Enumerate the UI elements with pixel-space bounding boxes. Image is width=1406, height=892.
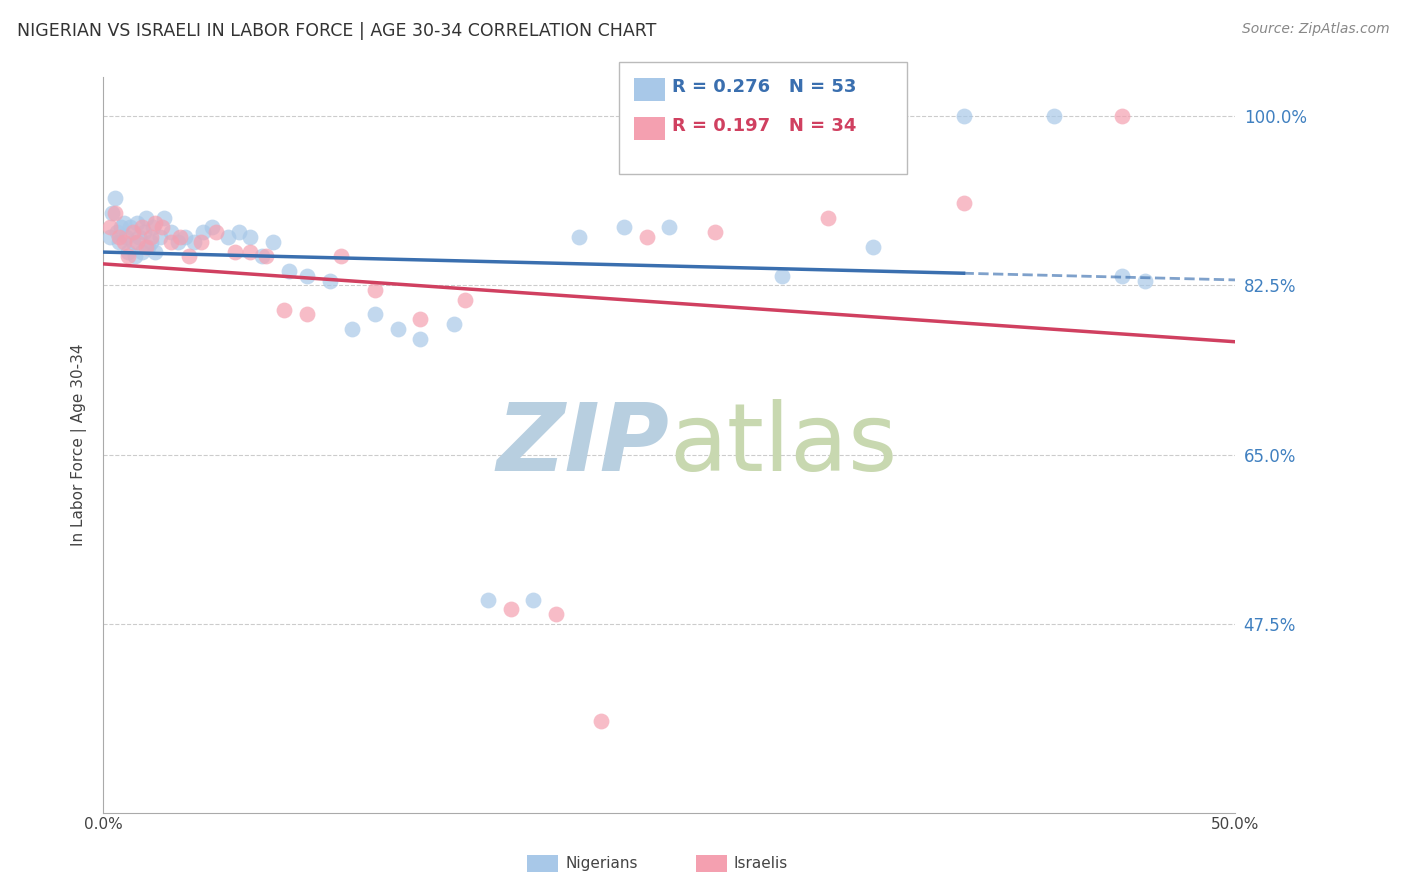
- Point: [443, 317, 465, 331]
- Point: [228, 225, 250, 239]
- Point: [205, 225, 228, 239]
- Point: [143, 244, 166, 259]
- Point: [115, 230, 138, 244]
- Point: [142, 220, 165, 235]
- Point: [295, 268, 318, 283]
- Point: [658, 220, 681, 235]
- Point: [153, 211, 176, 225]
- Point: [173, 230, 195, 244]
- Point: [477, 592, 499, 607]
- Point: [277, 264, 299, 278]
- Text: ZIP: ZIP: [496, 399, 669, 491]
- Point: [127, 215, 149, 229]
- Point: [862, 240, 884, 254]
- Point: [124, 249, 146, 263]
- Text: NIGERIAN VS ISRAELI IN LABOR FORCE | AGE 30-34 CORRELATION CHART: NIGERIAN VS ISRAELI IN LABOR FORCE | AGE…: [17, 22, 657, 40]
- Text: atlas: atlas: [669, 399, 897, 491]
- Point: [179, 249, 201, 263]
- Point: [131, 244, 153, 259]
- Point: [817, 211, 839, 225]
- Point: [190, 235, 212, 249]
- Point: [364, 283, 387, 297]
- Point: [499, 602, 522, 616]
- Point: [201, 220, 224, 235]
- Point: [138, 240, 160, 254]
- Point: [613, 220, 636, 235]
- Point: [568, 230, 591, 244]
- Point: [239, 244, 262, 259]
- Point: [329, 249, 352, 263]
- Point: [139, 235, 162, 249]
- Text: Source: ZipAtlas.com: Source: ZipAtlas.com: [1241, 22, 1389, 37]
- Point: [105, 225, 128, 239]
- Point: [169, 230, 191, 244]
- Point: [1043, 109, 1066, 123]
- Point: [132, 225, 155, 239]
- Point: [150, 220, 173, 235]
- Point: [143, 215, 166, 229]
- Point: [101, 206, 124, 220]
- Point: [112, 215, 135, 229]
- Point: [273, 302, 295, 317]
- Point: [295, 307, 318, 321]
- Point: [135, 240, 157, 254]
- Y-axis label: In Labor Force | Age 30-34: In Labor Force | Age 30-34: [72, 343, 87, 546]
- Point: [117, 249, 139, 263]
- Point: [98, 220, 121, 235]
- Point: [149, 230, 172, 244]
- Point: [103, 191, 125, 205]
- Point: [191, 225, 214, 239]
- Point: [952, 196, 974, 211]
- Point: [250, 249, 273, 263]
- Text: R = 0.197   N = 34: R = 0.197 N = 34: [672, 117, 856, 135]
- Point: [387, 322, 409, 336]
- Point: [160, 235, 183, 249]
- Point: [128, 230, 150, 244]
- Point: [117, 244, 139, 259]
- Point: [110, 220, 132, 235]
- Point: [127, 235, 149, 249]
- Point: [120, 220, 142, 235]
- Point: [112, 235, 135, 249]
- Point: [409, 332, 432, 346]
- Point: [224, 244, 246, 259]
- Point: [239, 230, 262, 244]
- Point: [952, 109, 974, 123]
- Point: [522, 592, 544, 607]
- Point: [409, 312, 432, 326]
- Point: [108, 230, 131, 244]
- Point: [121, 225, 143, 239]
- Point: [183, 235, 205, 249]
- Point: [318, 274, 340, 288]
- Point: [544, 607, 567, 622]
- Point: [139, 230, 162, 244]
- Point: [454, 293, 477, 307]
- Text: Israelis: Israelis: [734, 856, 789, 871]
- Text: Nigerians: Nigerians: [565, 856, 638, 871]
- Point: [1111, 268, 1133, 283]
- Point: [1133, 274, 1156, 288]
- Point: [121, 235, 143, 249]
- Point: [135, 211, 157, 225]
- Point: [217, 230, 239, 244]
- Point: [1111, 109, 1133, 123]
- Point: [167, 235, 190, 249]
- Point: [703, 225, 725, 239]
- Point: [254, 249, 277, 263]
- Point: [108, 235, 131, 249]
- Point: [103, 206, 125, 220]
- Point: [772, 268, 794, 283]
- Point: [636, 230, 658, 244]
- Text: R = 0.276   N = 53: R = 0.276 N = 53: [672, 78, 856, 95]
- Point: [262, 235, 284, 249]
- Point: [160, 225, 183, 239]
- Point: [364, 307, 387, 321]
- Point: [591, 714, 613, 728]
- Point: [131, 220, 153, 235]
- Point: [342, 322, 364, 336]
- Point: [98, 230, 121, 244]
